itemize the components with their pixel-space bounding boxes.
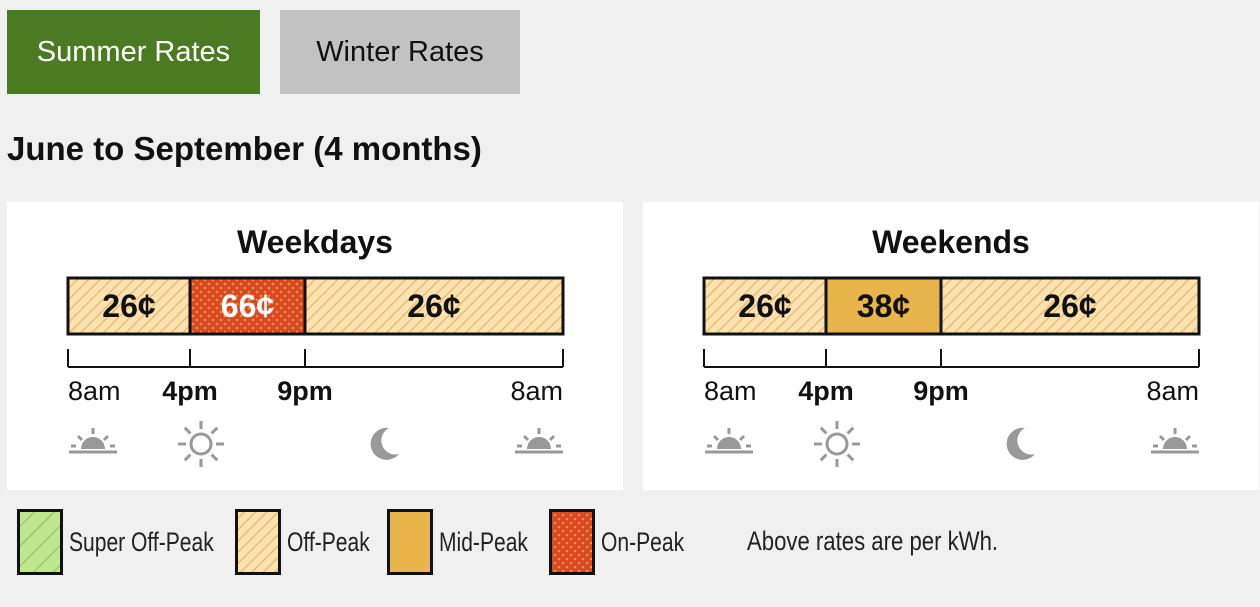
rate-label: 26¢ [738, 288, 792, 324]
rate-segment [303, 276, 565, 336]
legend-label: On-Peak [601, 526, 685, 557]
time-label: 9pm [277, 376, 333, 406]
legend-label: Mid-Peak [439, 526, 528, 557]
legend-item: Mid-Peak [387, 508, 553, 576]
season-heading: June to September (4 months) [7, 130, 482, 167]
legend-item: On-Peak [549, 508, 708, 576]
tab-button[interactable]: Summer Rates [7, 10, 260, 94]
time-icons [705, 421, 1199, 467]
panel-graphic: Weekdays 26¢ 66¢ 26¢ 8am 4pm 9pm 8am [66, 224, 565, 467]
time-label: 4pm [162, 376, 218, 406]
tab-button[interactable]: Winter Rates [280, 10, 520, 94]
legend-swatch [235, 509, 281, 575]
rate-segment [939, 276, 1201, 336]
panel-graphic: Weekends 26¢ 38¢ 26¢ 8am 4pm 9pm 8am [702, 224, 1201, 467]
legend-swatch [387, 509, 433, 575]
rate-panel: Weekends 26¢ 38¢ 26¢ 8am 4pm 9pm 8am [643, 202, 1259, 490]
rate-label: 26¢ [102, 288, 156, 324]
swatch-box [17, 509, 63, 575]
time-icons [69, 421, 563, 467]
legend-label: Off-Peak [287, 526, 370, 557]
legend-swatch [549, 509, 595, 575]
rate-label: 38¢ [857, 288, 911, 324]
legend-item: Off-Peak [235, 508, 393, 576]
legend-swatch [17, 509, 63, 575]
rate-segment [188, 276, 307, 336]
legend-label: Super Off-Peak [69, 526, 214, 557]
rate-label: 26¢ [407, 288, 461, 324]
swatch-box [549, 509, 595, 575]
time-label: 4pm [798, 376, 854, 406]
panel-title: Weekdays [237, 224, 393, 260]
time-label: 8am [510, 376, 563, 406]
rate-label: 66¢ [221, 288, 275, 324]
rate-panel: Weekdays 26¢ 66¢ 26¢ 8am 4pm 9pm 8am [7, 202, 623, 490]
time-label: 8am [704, 376, 757, 406]
swatch-box [235, 509, 281, 575]
rate-note: Above rates are per kWh. [747, 526, 999, 556]
time-label: 9pm [913, 376, 969, 406]
rate-segment [66, 276, 192, 336]
rate-label: 26¢ [1043, 288, 1097, 324]
legend-item: Super Off-Peak [17, 508, 255, 576]
time-label: 8am [68, 376, 121, 406]
panel-title: Weekends [872, 224, 1030, 260]
swatch-box [387, 509, 433, 575]
time-label: 8am [1146, 376, 1199, 406]
